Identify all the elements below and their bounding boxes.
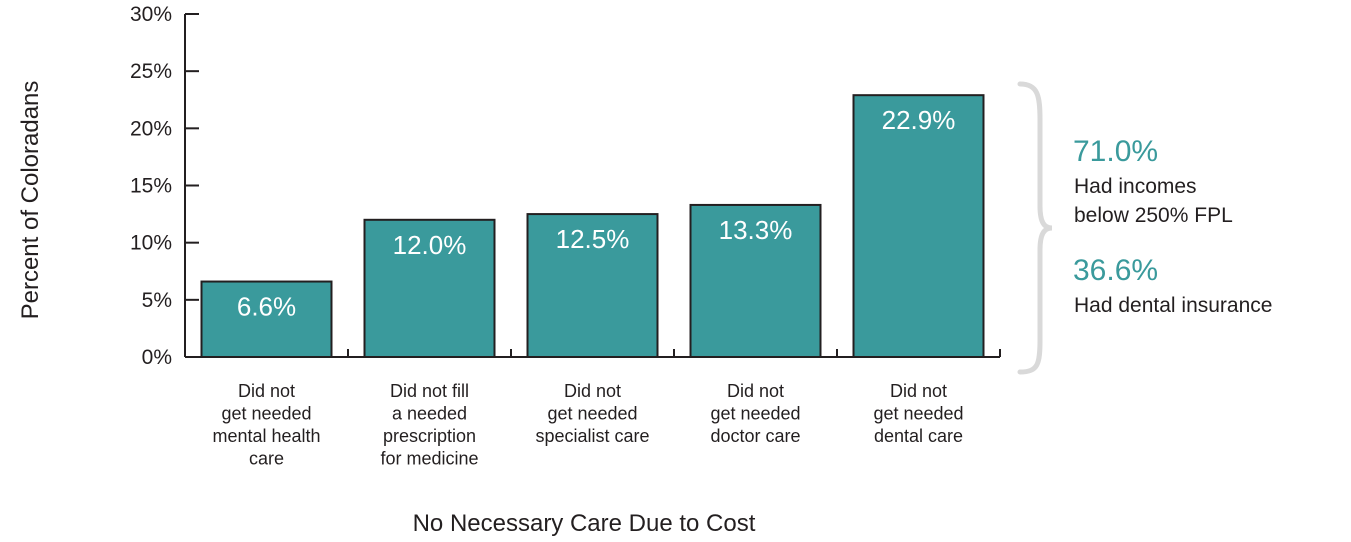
curly-brace [1017, 81, 1053, 375]
x-tick-label: Did not get needed dental care [873, 381, 963, 446]
bar-value-label: 13.3% [719, 215, 793, 245]
bar-value-label: 12.0% [393, 230, 467, 260]
annotation-text: Had dental insurance [1074, 294, 1272, 317]
x-axis-title: No Necessary Care Due to Cost [413, 510, 756, 537]
annotation-text: Had incomes [1074, 175, 1197, 198]
annotation-value: 36.6% [1073, 254, 1158, 287]
y-axis-title: Percent of Coloradans [17, 81, 44, 320]
annotation-text: below 250% FPL [1074, 204, 1233, 227]
brace [1017, 81, 1053, 375]
x-tick-label: Did not get needed specialist care [535, 381, 649, 446]
annotation-value: 71.0% [1073, 135, 1158, 168]
bar [689, 203, 822, 358]
bar [852, 94, 985, 358]
bar-value-label: 6.6% [237, 292, 296, 322]
y-tick-label: 15% [130, 175, 172, 198]
x-tick-label: Did not get needed mental health care [212, 381, 320, 469]
x-tick-label: Did not fill a needed prescription for medi… [380, 381, 478, 469]
y-tick-label: 30% [130, 3, 172, 26]
y-tick-label: 0% [142, 346, 172, 369]
y-tick-label: 20% [130, 117, 172, 140]
y-tick-label: 10% [130, 232, 172, 255]
bar-value-label: 22.9% [882, 105, 956, 135]
x-axis: Did not get needed mental health care Did no… [185, 349, 1001, 469]
y-tick-label: 25% [130, 60, 172, 83]
y-tick-label: 5% [142, 289, 172, 312]
annotations: 71.0% Had incomes below 250% FPL 36.6% Had d… [1073, 135, 1272, 317]
x-tick-label: Did not get needed doctor care [710, 381, 800, 446]
bar-value-label: 12.5% [556, 224, 630, 254]
bar [526, 213, 659, 358]
y-axis: 0% 5% 10% 15% 20% 25% 30% [130, 3, 199, 369]
bar [200, 280, 333, 359]
bars: 6.6% 12.0% 12.5% 13.3% 22.9% [200, 94, 985, 359]
bar [363, 218, 496, 358]
